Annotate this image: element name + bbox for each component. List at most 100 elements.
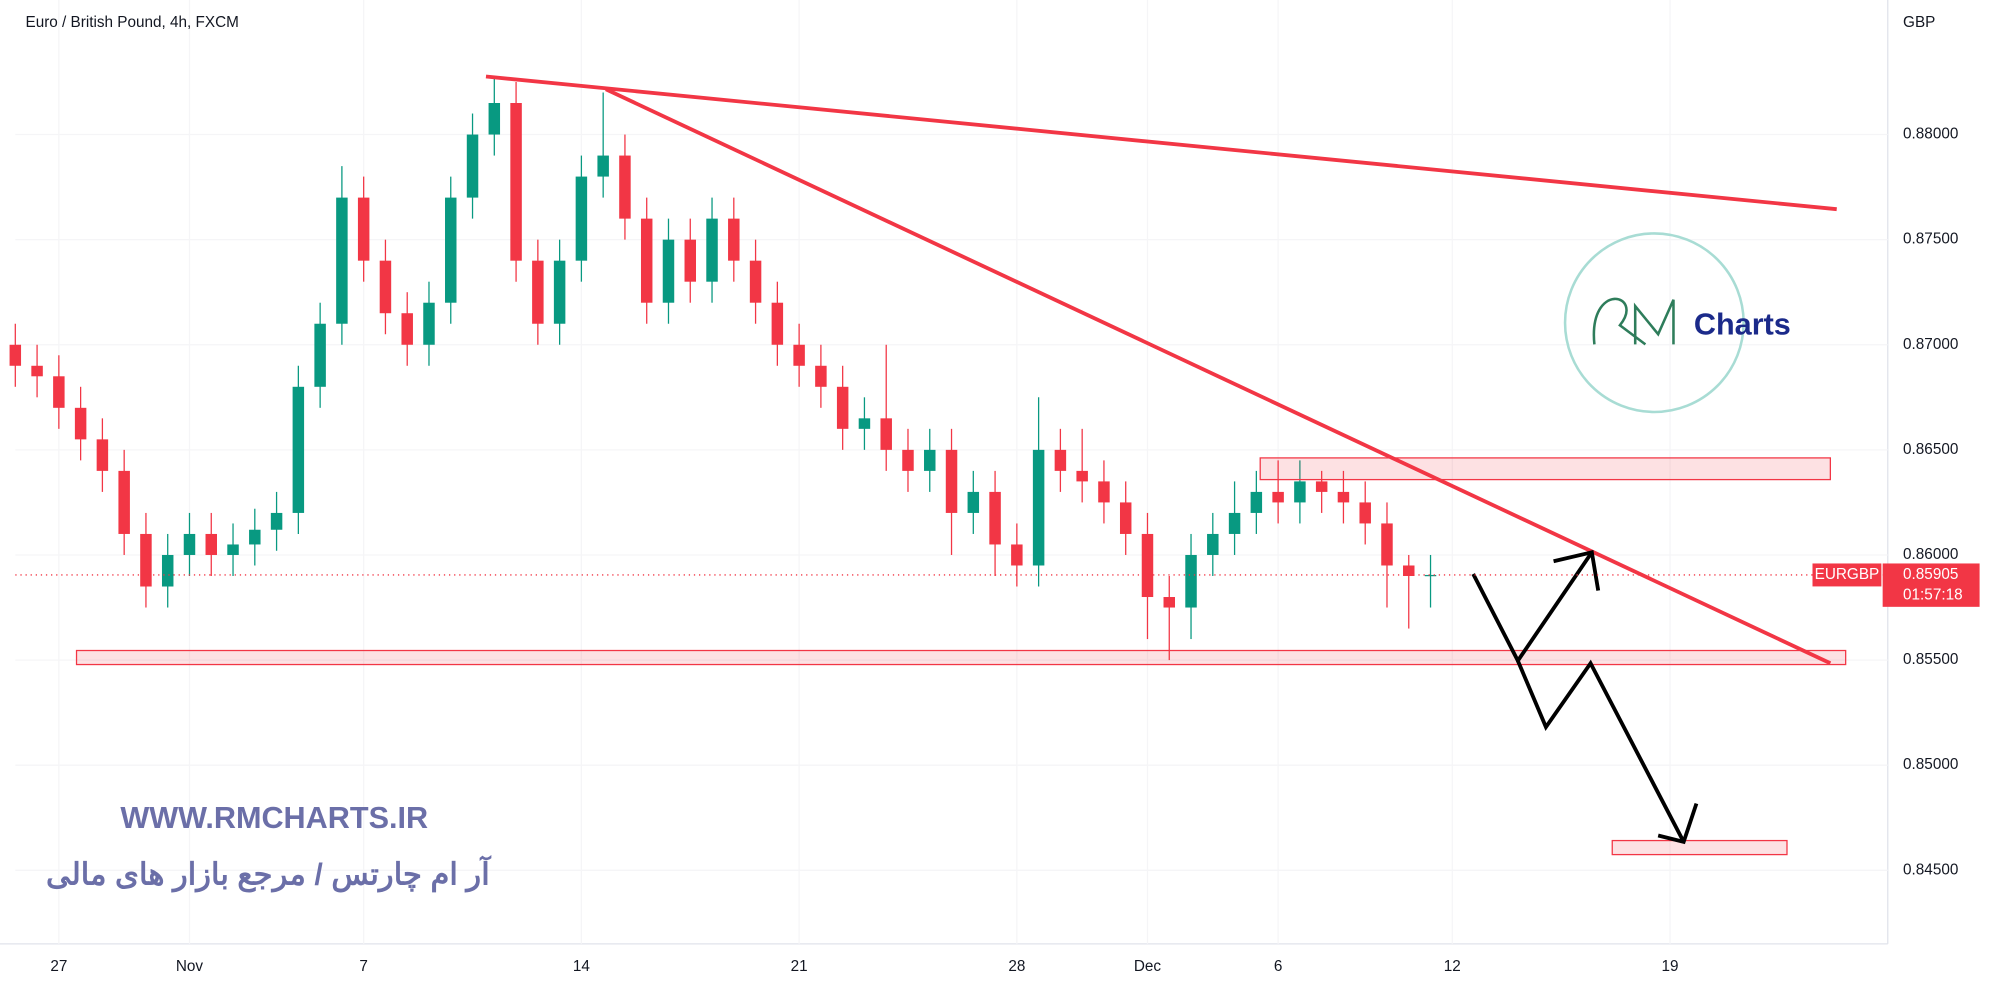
candle-body: [1119, 502, 1132, 534]
candle-body: [662, 239, 675, 303]
candle-body: [1403, 565, 1415, 576]
watermark-url: WWW.RMCHARTS.IR: [120, 801, 428, 835]
symbol-label: EURGBP: [1815, 566, 1880, 583]
watermark-tagline: آر ام چارتس / مرجع بازار های مالی: [46, 853, 492, 893]
x-tick-label: 27: [50, 958, 67, 975]
candle-body: [31, 365, 43, 377]
candle-body: [619, 155, 631, 219]
candle-body: [74, 407, 87, 440]
candle-body: [945, 449, 958, 513]
candles: [9, 75, 1437, 661]
candle-body: [967, 491, 980, 513]
candle-body: [1054, 449, 1067, 471]
candle-body: [314, 323, 326, 387]
chart-title: Euro / British Pound, 4h, FXCM: [26, 14, 239, 31]
candle-body: [118, 470, 130, 534]
candle-body: [1076, 470, 1088, 482]
y-tick-label: 0.88000: [1903, 126, 1958, 143]
candle-body: [445, 197, 457, 303]
y-tick-label: 0.86500: [1903, 441, 1958, 458]
candle-body: [1098, 481, 1110, 503]
arrow-head: [1657, 802, 1699, 845]
candle-body: [1337, 491, 1350, 503]
candle-body: [771, 302, 784, 345]
candle-body: [205, 533, 217, 555]
candle-body: [161, 554, 174, 587]
x-tick-label: 28: [1008, 958, 1025, 975]
last-price: EURGBP 0.85905 01:57:18: [15, 563, 1980, 607]
trendline: [485, 74, 1837, 212]
trendline: [605, 87, 1832, 665]
candle-body: [597, 155, 609, 177]
candle-body: [1207, 533, 1219, 555]
candle-body: [423, 302, 435, 345]
candle-body: [836, 386, 849, 429]
candle-body: [1011, 544, 1023, 566]
candle-body: [249, 529, 261, 545]
support-zone: [75, 649, 1847, 666]
candle-body: [336, 197, 348, 324]
x-tick-label: 21: [791, 958, 808, 975]
y-tick-label: 0.86000: [1903, 546, 1958, 563]
candle-body: [379, 260, 392, 314]
x-tick-label: 19: [1662, 958, 1679, 975]
candle-body: [401, 313, 413, 345]
x-tick-label: 12: [1444, 958, 1461, 975]
candle-body: [1141, 533, 1154, 598]
candle-body: [1381, 523, 1393, 566]
candle-body: [706, 218, 718, 282]
y-tick-label: 0.85000: [1903, 756, 1958, 773]
candle-body: [140, 533, 152, 587]
countdown-label: 01:57:18: [1903, 586, 1963, 603]
candle-body: [924, 449, 936, 471]
y-tick-label: 0.85500: [1903, 651, 1958, 668]
x-tick-label: 6: [1274, 958, 1283, 975]
candle-body: [357, 197, 370, 261]
y-tick-label: 0.84500: [1903, 861, 1958, 878]
x-tick-label: 14: [573, 958, 591, 975]
last-price-badge: [1882, 563, 1980, 607]
candle-body: [1032, 449, 1045, 566]
arrow-head: [1553, 549, 1601, 591]
x-tick-label: 7: [359, 958, 368, 975]
candle-body: [553, 260, 566, 324]
last-price-label: 0.85905: [1903, 566, 1958, 583]
candle-body: [1359, 502, 1371, 524]
candle-body: [183, 533, 196, 555]
candle-body: [728, 218, 740, 261]
candle-body: [793, 344, 805, 366]
candle-body: [1315, 481, 1328, 492]
candle-body: [1272, 491, 1284, 503]
x-tick-label: Nov: [176, 958, 204, 975]
candle-body: [902, 449, 914, 471]
candle-body: [466, 134, 479, 198]
target-zone: [1611, 839, 1788, 856]
candle-body: [1294, 481, 1306, 503]
resistance-zone: [1259, 457, 1831, 481]
projection-arrow: [1516, 659, 1686, 843]
candle-body: [292, 386, 305, 513]
currency-label: GBP: [1903, 14, 1935, 31]
candle-body: [880, 418, 892, 450]
candle-body: [640, 218, 653, 303]
candle-body: [532, 260, 544, 324]
candle-body: [9, 344, 22, 366]
last-price-badge: [1812, 563, 1882, 587]
candle-body: [488, 103, 501, 135]
candle-body: [749, 260, 762, 303]
candle-body: [1250, 491, 1263, 513]
x-tick-label: Dec: [1134, 958, 1162, 975]
y-tick-label: 0.87000: [1903, 336, 1958, 353]
candle-body: [270, 512, 283, 530]
candle-body: [1228, 512, 1241, 534]
logo-mark: [1592, 297, 1675, 346]
y-tick-label: 0.87500: [1903, 231, 1958, 248]
candle-body: [1424, 574, 1437, 577]
logo-ring: [1563, 232, 1745, 414]
candle-body: [989, 491, 1001, 545]
candle-body: [227, 544, 239, 555]
candle-body: [1185, 554, 1197, 608]
candle-body: [1163, 597, 1175, 608]
